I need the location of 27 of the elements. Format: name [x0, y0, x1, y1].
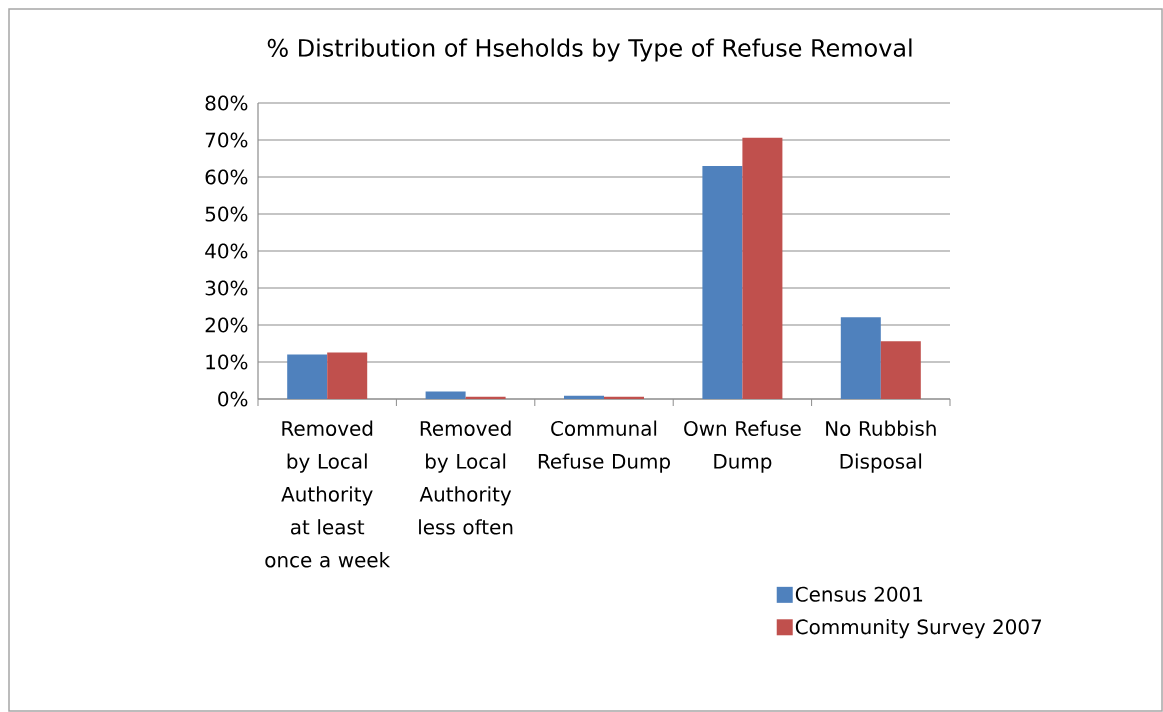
y-tick-label: 0% [218, 391, 248, 407]
y-tick-label: 30% [205, 280, 248, 296]
y-tick-label: 70% [205, 132, 248, 148]
bar [425, 391, 466, 399]
bar [880, 341, 921, 399]
x-tick-label: Removed by Local Authority less often [419, 420, 513, 535]
x-tick-label: No Rubbish Disposal [826, 420, 936, 473]
x-tick-label: Communal Refuse Dump [538, 420, 670, 473]
legend-label: Census 2001 [795, 586, 923, 602]
bar [840, 317, 881, 399]
y-tick-label: 20% [205, 317, 248, 333]
x-tick-label: Removed by Local Authority at least once a week [265, 420, 391, 568]
y-tick-label: 10% [206, 354, 248, 370]
bar [327, 352, 368, 399]
bar [287, 354, 328, 399]
bar [465, 396, 506, 399]
bar [604, 396, 644, 399]
y-tick-label: 40% [205, 243, 248, 259]
y-tick-label: 50% [205, 206, 248, 222]
y-tick-label: 60% [205, 169, 248, 185]
bar [742, 137, 783, 399]
bar [564, 395, 604, 399]
x-tick-label: Own Refuse Dump [684, 420, 801, 473]
chart-title: % Distribution of Hseholds by Type of Refuse Removal [267, 38, 912, 62]
bar [702, 165, 743, 399]
y-tick-label: 80% [205, 95, 248, 111]
legend-label: Community Survey 2007 [795, 618, 1042, 639]
